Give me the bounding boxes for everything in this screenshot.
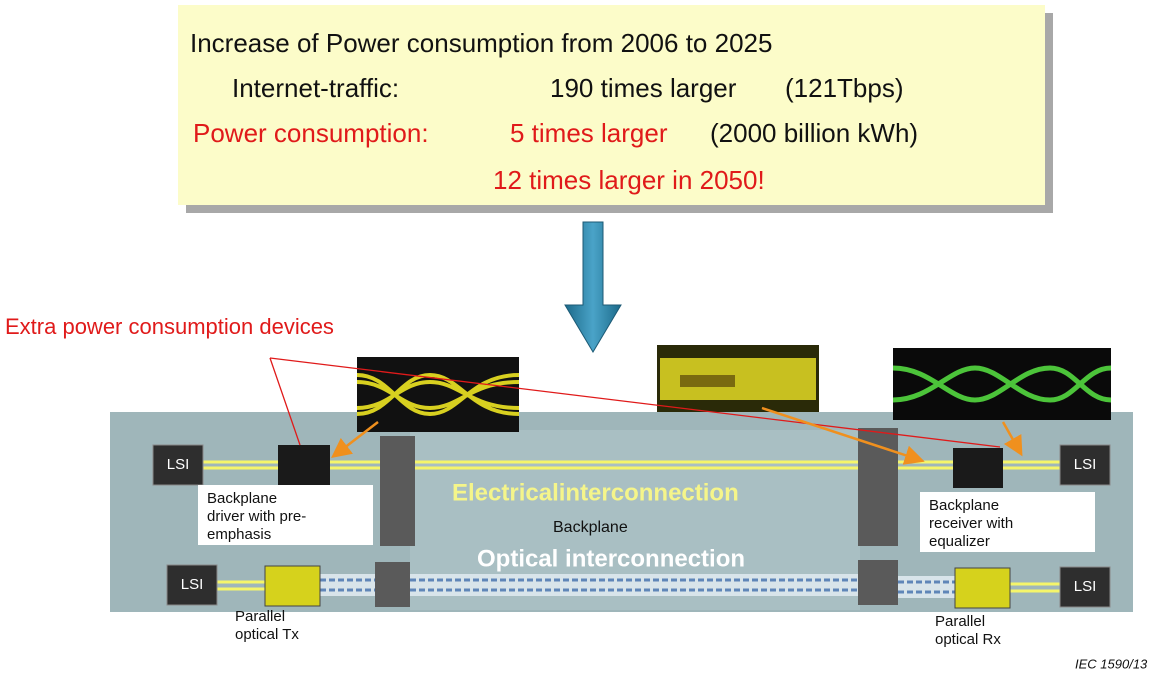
lsi-chip [152,444,204,486]
traffic-label: Internet-traffic: [232,73,399,103]
connectors [375,428,898,607]
power-value: 5 times larger [510,118,668,148]
receiver-chip [953,448,1003,488]
orange-arrows [331,406,1023,465]
receiver-label-box [920,492,1095,552]
callout: Extra power consumption devices [5,314,334,339]
info-box [178,5,1045,205]
rx-module [954,567,1011,609]
eye-diagram-1 [356,357,520,432]
power-label: Power consumption: [193,118,429,148]
forecast: 12 times larger in 2050! [493,165,765,195]
traffic-value: 190 times larger [550,73,737,103]
receiver-label: equalizer [929,533,990,550]
lsi-chip [1059,566,1111,608]
figure-id: IEC 1590/13 [1075,656,1148,671]
lsi-label: LSI [167,456,190,473]
traffic-detail: (121Tbps) [785,73,904,103]
lsi-label: LSI [1074,578,1097,595]
backplane-label: Backplane [553,519,628,536]
tx-label: Parallel [235,608,285,625]
wires [203,460,1060,598]
power-detail: (2000 billion kWh) [710,118,918,148]
title: Increase of Power consumption from 2006 … [190,28,772,58]
optical-label: Optical interconnection [477,545,745,572]
receiver-label: Backplane [929,497,999,514]
driver-label-box [198,485,373,545]
driver-label: Backplane [207,490,277,507]
receiver-label: receiver with [929,515,1013,532]
lsi-chip [1059,444,1111,486]
lsi-label: LSI [1074,456,1097,473]
down-arrow [564,221,622,353]
driver-label: emphasis [207,526,271,543]
rx-label: optical Rx [935,631,1001,648]
driver-label: driver with pre- [207,508,306,525]
eye-diagram-2 [657,345,819,412]
rx-label: Parallel [935,613,985,630]
tx-module [264,565,321,607]
callout-lines [269,357,1001,448]
info-text: Increase of Power consumption from 2006 … [190,28,918,195]
lsi-label: LSI [181,576,204,593]
eye-diagram-3 [892,348,1112,420]
tx-label: optical Tx [235,626,299,643]
driver-chip [278,445,330,485]
lsi-chip [166,564,218,606]
electrical-label: Electricalinterconnection [452,479,739,506]
